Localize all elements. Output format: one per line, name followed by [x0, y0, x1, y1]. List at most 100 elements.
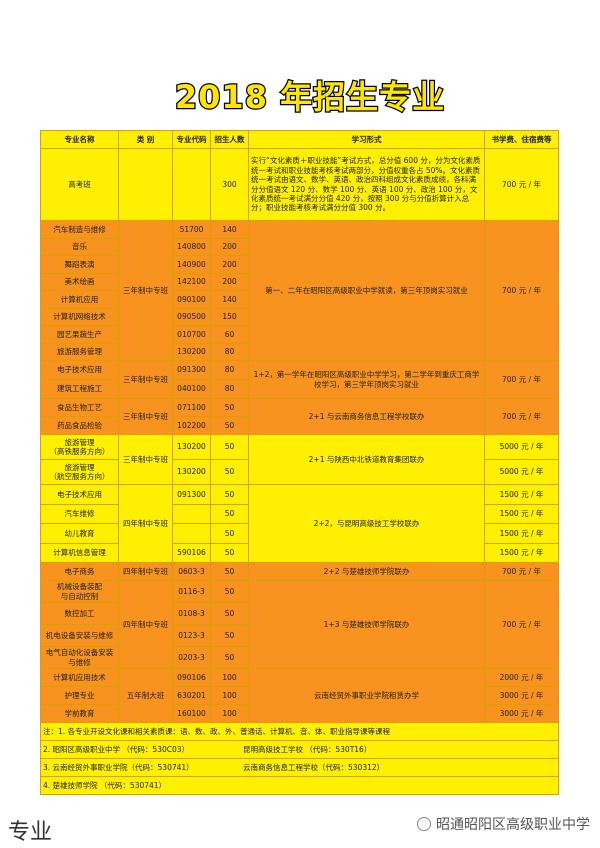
enrollment-count: 200 — [210, 255, 249, 274]
header-cell: 专业名称 — [40, 130, 119, 149]
header-cell: 招生人数 — [210, 130, 249, 149]
fee: 700 元 / 年 — [484, 398, 559, 435]
fee: 700 元 / 年 — [484, 148, 559, 221]
fee: 700 元 / 年 — [484, 360, 559, 399]
fee: 1500 元 / 年 — [484, 484, 559, 505]
header-cell: 专业代码 — [172, 130, 211, 149]
footer-label: 专业 — [8, 820, 53, 845]
note-row: 4. 楚雄技师学院 （代码：530741） — [40, 776, 559, 795]
major-name: 计算机应用 — [40, 290, 119, 309]
note-row: 2. 昭阳区高级职业中学 （代码：530C03） 昆明高级技工学校 （代码：530… — [40, 740, 559, 759]
major-code: 0203-3 — [172, 646, 211, 669]
fee: 700 元 / 年 — [484, 220, 559, 361]
fee: 1500 元 / 年 — [484, 523, 559, 544]
fee: 5000 元 / 年 — [484, 459, 559, 485]
enrollment-count: 50 — [210, 484, 249, 505]
major-code: 090100 — [172, 290, 211, 309]
form: 云南经贸外事职业学院租赁办学 — [248, 668, 485, 723]
major-name: 高考班 — [40, 148, 119, 221]
fee: 700 元 / 年 — [484, 580, 559, 669]
table-row: 电子技术应用 四年制中专班 091300 50 2+2，与昆明高级技工学校联办 1500 … — [40, 484, 559, 563]
major-code: 010700 — [172, 325, 211, 344]
major-code: 130200 — [172, 459, 211, 485]
major-name: 学前教育 — [40, 704, 119, 723]
watermark-text: 昭通昭阳区高级职业中学 — [436, 817, 590, 833]
enrollment-count: 60 — [210, 325, 249, 344]
major-code: 140900 — [172, 255, 211, 274]
major-code: 0116-3 — [172, 580, 211, 603]
major-code: 040100 — [172, 379, 211, 399]
header-row: 专业名称类 别专业代码 招生人数 学习形式 书学费、住宿费等 — [40, 130, 559, 149]
major-name: 旅游管理 （航空服务方向） — [40, 459, 119, 485]
note-text: 3. 云南经贸外事职业学院（代码：530741） — [43, 762, 194, 772]
enrollment-count: 100 — [210, 686, 249, 705]
header-cell: 学习形式 — [248, 130, 485, 149]
table-row: 计算机信息管理 590106 50 1500 元 / 年 — [40, 542, 559, 563]
enrollment-count: 140 — [210, 220, 249, 239]
note-text: 昆明高级技工学校 （代码：530T16） — [243, 744, 372, 754]
category: 三年制中专班 — [118, 220, 173, 361]
major-name: 汽车制造与维修 — [40, 220, 119, 239]
form: 2+1 与陕西中北铁道教育集团联办 — [248, 434, 485, 485]
major-name: 计算机信息管理 — [40, 542, 119, 563]
enrollment-count: 50 — [210, 542, 249, 563]
table-row: 旅游服务管理 130200 80 — [40, 342, 559, 361]
major-name: 电子技术应用 — [40, 360, 119, 380]
table-row: 旅游管理 （航空服务方向） 130200 50 5000 元 / 年 — [40, 459, 559, 485]
major-code: 102200 — [172, 416, 211, 435]
note-cell: 4. 楚雄技师学院 （代码：530741） — [40, 776, 559, 795]
form: 2+2，与昆明高级技工学校联办 — [248, 484, 485, 563]
category: 四年制中专班 — [118, 484, 173, 563]
category: 四年制中专班 — [118, 580, 173, 669]
enrollment-count: 150 — [210, 307, 249, 326]
form: 1+3 与楚雄技师学院联办 — [248, 580, 485, 669]
major-name: 药品食品检验 — [40, 416, 119, 435]
enrollment-count: 80 — [210, 342, 249, 361]
category: 三年制中专班 — [118, 434, 173, 485]
enrollment-count: 50 — [210, 580, 249, 603]
major-name: 计算机应用技术 — [40, 668, 119, 687]
enrollment-count: 200 — [210, 237, 249, 256]
major-code: 071100 — [172, 398, 211, 417]
major-name: 旅游服务管理 — [40, 342, 119, 361]
note-row: 3. 云南经贸外事职业学院（代码：530741） 云南商务信息工程学校（代码：53… — [40, 758, 559, 777]
fee: 3000 元 / 年 — [484, 686, 559, 705]
table-row: 电子商务 四年制中专班 0603-3 50 2+2 与楚雄技师学院联办 700 元 / 年 — [40, 562, 559, 581]
enrollment-count: 50 — [210, 398, 249, 417]
category — [118, 148, 173, 221]
major-code: 51700 — [172, 220, 211, 239]
note-cell: 3. 云南经贸外事职业学院（代码：530741） 云南商务信息工程学校（代码：53… — [40, 758, 559, 777]
enrollment-count: 50 — [210, 624, 249, 647]
note-text: 2. 昭阳区高级职业中学 （代码：530C03） — [43, 744, 190, 754]
major-code: 630201 — [172, 686, 211, 705]
enrollment-count: 50 — [210, 416, 249, 435]
enrollment-count: 50 — [210, 562, 249, 581]
fee: 1500 元 / 年 — [484, 542, 559, 563]
major-name: 电气自动化设备安装 与维修 — [40, 646, 119, 669]
enrollment-count: 80 — [210, 360, 249, 380]
table-row: 数控加工 0108-3 50 — [40, 602, 559, 625]
form: 2+2 与楚雄技师学院联办 — [248, 562, 485, 581]
major-code — [172, 503, 211, 524]
fee: 2000 元 / 年 — [484, 668, 559, 687]
table-row: 建筑工程施工 040100 80 — [40, 379, 559, 399]
major-code: 090106 — [172, 668, 211, 687]
major-code: 140800 — [172, 237, 211, 256]
category: 三年制中专班 — [118, 360, 173, 399]
enrollment-count: 140 — [210, 290, 249, 309]
major-name: 幼儿教育 — [40, 523, 119, 544]
enrollment-count: 50 — [210, 503, 249, 524]
major-name: 音乐 — [40, 237, 119, 256]
form: 第一、二年在昭阳区高级职业中学就读，第三年顶岗实习就业 — [248, 220, 485, 361]
table-row: 食品生物工艺 三年制中专班 071100 50 2+1 与云南商务信息工程学校联办 700… — [40, 398, 559, 435]
enrollment-count: 50 — [210, 646, 249, 669]
form: 1+2，第一学年在昭阳区高级职业中学学习，第二学年到重庆工商学校学习，第三学年顶… — [248, 360, 485, 399]
major-name: 电子商务 — [40, 562, 119, 581]
note-text: 云南商务信息工程学校（代码：530312） — [243, 762, 385, 772]
form: 实行“文化素质＋职业技能”考试方式，总分值 600 分，分为文化素质统一考试和职… — [248, 148, 485, 221]
table-row: 计算机网络技术 090500 150 — [40, 307, 559, 326]
major-name: 计算机网络技术 — [40, 307, 119, 326]
enrollment-count: 50 — [210, 523, 249, 544]
note-cell: 注：1. 各专业开设文化课和相关素质课：语、数、政、外、普通话、计算机、音、体、… — [40, 722, 559, 741]
